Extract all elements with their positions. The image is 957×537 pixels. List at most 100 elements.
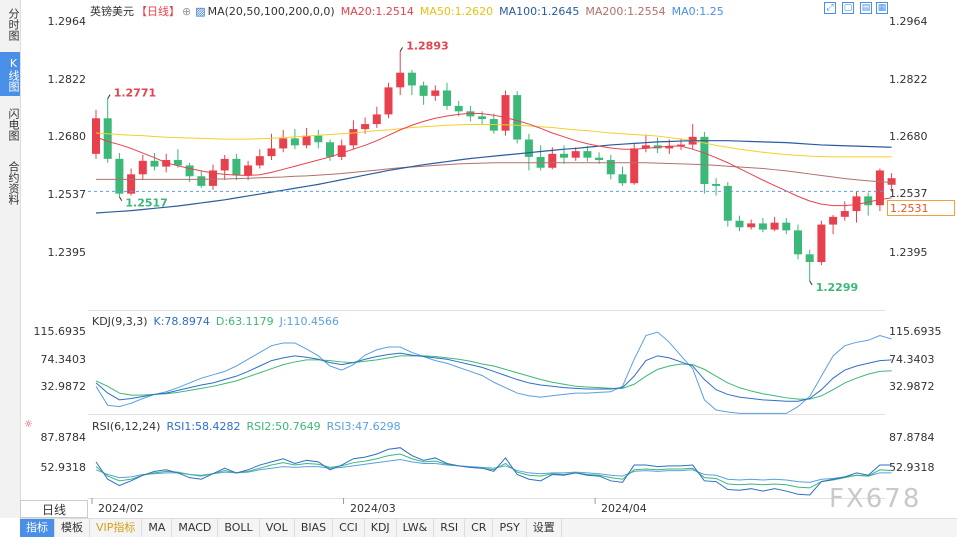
pane-separator (88, 498, 885, 499)
candle-body (677, 144, 685, 147)
candle-body (314, 135, 323, 143)
tab-kline[interactable]: K线图 (0, 52, 20, 96)
kdj-tick-left: 74.3403 (40, 353, 87, 366)
toolbar-vip-indicator[interactable]: VIP指标 (90, 519, 143, 537)
candle-body (571, 151, 580, 158)
tab-contract-info[interactable]: 合约资料 (7, 161, 20, 205)
toolbar-vol[interactable]: VOL (260, 519, 295, 537)
candle-body (103, 118, 112, 159)
toolbar-kdj[interactable]: KDJ (365, 519, 397, 537)
candle-body (618, 174, 627, 184)
annotation-pointer (118, 196, 123, 201)
kdj-tick-right: 32.9872 (889, 380, 935, 393)
layout-icon[interactable]: ▤ (860, 2, 872, 14)
candle-body (758, 223, 767, 230)
candle-body (887, 178, 896, 185)
candle-body (864, 196, 873, 206)
toolbar-template[interactable]: 模板 (55, 519, 90, 537)
toolbar-cr[interactable]: CR (465, 519, 494, 537)
candle-body (817, 224, 826, 263)
annotation-pointer (809, 280, 813, 286)
candle-body (712, 183, 721, 186)
kdj-j-value: J:110.4566 (279, 315, 340, 328)
ma20-value: MA20:1.2514 (340, 5, 414, 18)
tab-timeshare[interactable]: 分时图 (7, 7, 20, 41)
candle-body (244, 165, 253, 176)
ma200-line (96, 162, 892, 183)
kdj-k-value: K:78.8974 (153, 315, 210, 328)
candle-body (209, 170, 217, 186)
rsi3-value: RSI3:47.6298 (326, 420, 401, 433)
kdj-d-line (95, 355, 892, 400)
candle-body (794, 230, 802, 255)
toolbar-bias[interactable]: BIAS (295, 519, 334, 537)
toolbar-macd[interactable]: MACD (172, 519, 219, 537)
candle-body (454, 105, 463, 112)
ma-header: 英镑美元 【日线】 ⊕ ▨ MA(20,50,100,200,0,0) MA20:1.25… (90, 3, 730, 19)
price-annotation: 1.2771 (114, 87, 156, 100)
candle-body (641, 145, 650, 149)
candle-body (396, 72, 405, 88)
tab-lightning[interactable]: 闪电图 (7, 107, 20, 141)
candle-body (606, 160, 615, 175)
candle-body (197, 176, 206, 186)
ma50-value: MA50:1.2620 (419, 5, 494, 18)
fullscreen-icon[interactable]: ▢ (842, 2, 854, 14)
candle-body (524, 139, 533, 157)
settings-gear-icon[interactable]: ⊕ (182, 5, 192, 18)
ma-indicator-icon[interactable]: ▨ (195, 5, 206, 18)
toolbar-cci[interactable]: CCI (333, 519, 365, 537)
current-price-tag: 1.2531 (887, 200, 955, 216)
toolbar-indicator[interactable]: 指标 (20, 519, 55, 537)
rsi-name: RSI(6,12,24) (92, 420, 161, 433)
candle-body (185, 165, 194, 177)
candle-body (326, 142, 334, 157)
candle-body (501, 95, 510, 131)
kdj-tick-left: 115.6935 (33, 325, 87, 338)
ma0-value: MA0:1.25 (671, 5, 724, 18)
candle-body (747, 223, 756, 228)
toolbar-ma[interactable]: MA (142, 519, 173, 537)
pane-separator (88, 310, 885, 311)
chart-canvas[interactable]: 1.2771 1.2517 1.2893 1.2299 (0, 0, 957, 518)
toolbar-psy[interactable]: PSY (493, 519, 527, 537)
rsi-settings-icon[interactable]: ☼ (24, 419, 33, 430)
toolbar-rsi[interactable]: RSI (434, 519, 466, 537)
candle-body (875, 170, 884, 206)
kdj-tick-right: 115.6935 (889, 325, 942, 338)
period-button[interactable]: 日线 (20, 500, 88, 518)
expand-icon[interactable]: ⤢ (824, 2, 836, 14)
kdj-header: KDJ(9,3,3) K:78.8974 D:63.1179 J:110.4566 (92, 315, 345, 328)
toolbar-lw[interactable]: LW& (397, 519, 435, 537)
candle-body (173, 160, 182, 166)
rsi3-line (95, 459, 892, 483)
candle-body (419, 85, 428, 96)
toolbar-boll[interactable]: BOLL (218, 519, 260, 537)
ma50-line (95, 123, 892, 158)
period-tag: 【日线】 (136, 5, 180, 18)
candle-body (220, 158, 229, 171)
price-tick-right: 1.2822 (889, 73, 928, 86)
price-annotation: 1.2893 (406, 39, 448, 52)
grid-icon[interactable]: ▦ (876, 2, 888, 14)
rsi-tick-left: 87.8784 (40, 431, 87, 444)
ma-params: MA(20,50,100,200,0,0) (207, 5, 335, 18)
rsi-header: RSI(6,12,24) RSI1:58.4282 RSI2:50.7649 RSI3… (92, 420, 407, 433)
candle-body (361, 124, 370, 130)
candle-body (665, 146, 674, 149)
toolbar-settings[interactable]: 设置 (527, 519, 562, 537)
candle-body (349, 129, 358, 146)
candle-body (630, 148, 639, 184)
price-annotation: 1.2517 (125, 197, 167, 210)
candle-body (431, 90, 440, 96)
kdj-tick-right: 74.3403 (889, 353, 935, 366)
date-label: 2024/02 (98, 502, 144, 515)
pane-separator (88, 414, 885, 415)
candle-body (279, 138, 288, 149)
candle-body (700, 136, 709, 184)
rsi-tick-right: 87.8784 (889, 431, 935, 444)
rsi2-line (95, 453, 892, 489)
date-label: 2024/03 (350, 502, 396, 515)
price-tick-right: 1.2680 (889, 130, 928, 143)
candle-body (560, 153, 568, 158)
